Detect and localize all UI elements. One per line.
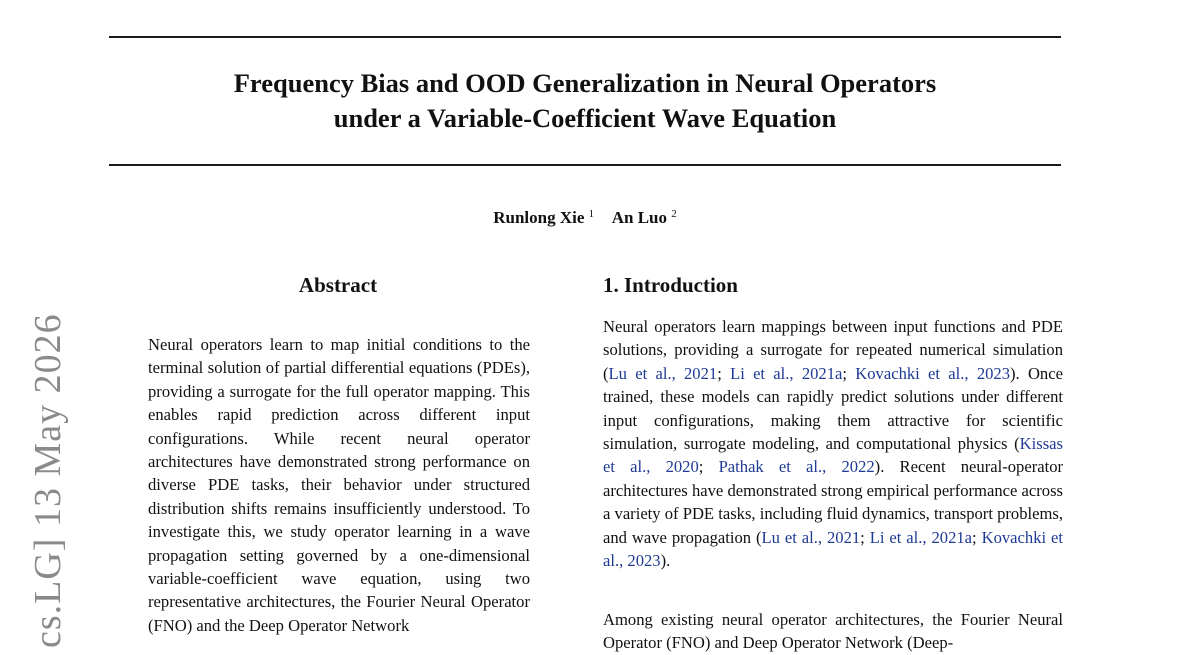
citation-link[interactable]: Li et al., 2021a bbox=[869, 527, 973, 547]
citation-link[interactable]: Lu et al., 2021 bbox=[761, 527, 861, 547]
paper-title: Frequency Bias and OOD Generalization in… bbox=[109, 66, 1061, 136]
citation-separator: ; bbox=[860, 527, 870, 547]
citation-separator: ; bbox=[842, 363, 856, 383]
citation-link[interactable]: Li et al., 2021a bbox=[730, 363, 843, 383]
body-text: ). bbox=[660, 551, 671, 571]
body-text: ). Recent neural-operator architectures … bbox=[603, 457, 1064, 547]
abstract-heading: Abstract bbox=[298, 273, 378, 297]
author-list: Runlong Xie 1 An Luo 2 bbox=[109, 208, 1061, 228]
author-name: Runlong Xie bbox=[493, 208, 585, 227]
abstract-text: Neural operators learn to map initial co… bbox=[148, 335, 530, 635]
title-top-rule bbox=[109, 36, 1061, 38]
body-text: Neural operators learn mappings between … bbox=[603, 317, 1063, 383]
introduction-paragraph-1: Neural operators learn mappings between … bbox=[603, 315, 1063, 572]
citation-link[interactable]: Kovachki et al., 2023 bbox=[855, 363, 1011, 383]
body-text: ). Once trained, these models can rapidl… bbox=[603, 363, 1063, 454]
arxiv-watermark: cs.LG] 13 May 2026 bbox=[27, 313, 69, 648]
citation-link[interactable]: Pathak et al., 2022 bbox=[718, 457, 875, 477]
title-line-2: under a Variable-Coefficient Wave Equati… bbox=[333, 103, 837, 133]
citation-link[interactable]: Lu et al., 2021 bbox=[608, 363, 718, 383]
citation-link[interactable]: Kissas et al., 2020 bbox=[603, 434, 1063, 477]
citation-link[interactable]: Kovachki et al., 2023 bbox=[603, 527, 1064, 571]
introduction-heading: 1. Introduction bbox=[603, 273, 738, 297]
citation-separator: ; bbox=[698, 457, 719, 477]
author-name: An Luo bbox=[611, 208, 667, 227]
citation-separator: ; bbox=[717, 363, 731, 383]
author-affiliation: 2 bbox=[671, 208, 677, 220]
citation-separator: ; bbox=[972, 527, 982, 547]
title-bottom-rule bbox=[109, 164, 1061, 166]
title-line-1: Frequency Bias and OOD Generalization in… bbox=[233, 68, 937, 98]
author-affiliation: 1 bbox=[588, 208, 595, 220]
